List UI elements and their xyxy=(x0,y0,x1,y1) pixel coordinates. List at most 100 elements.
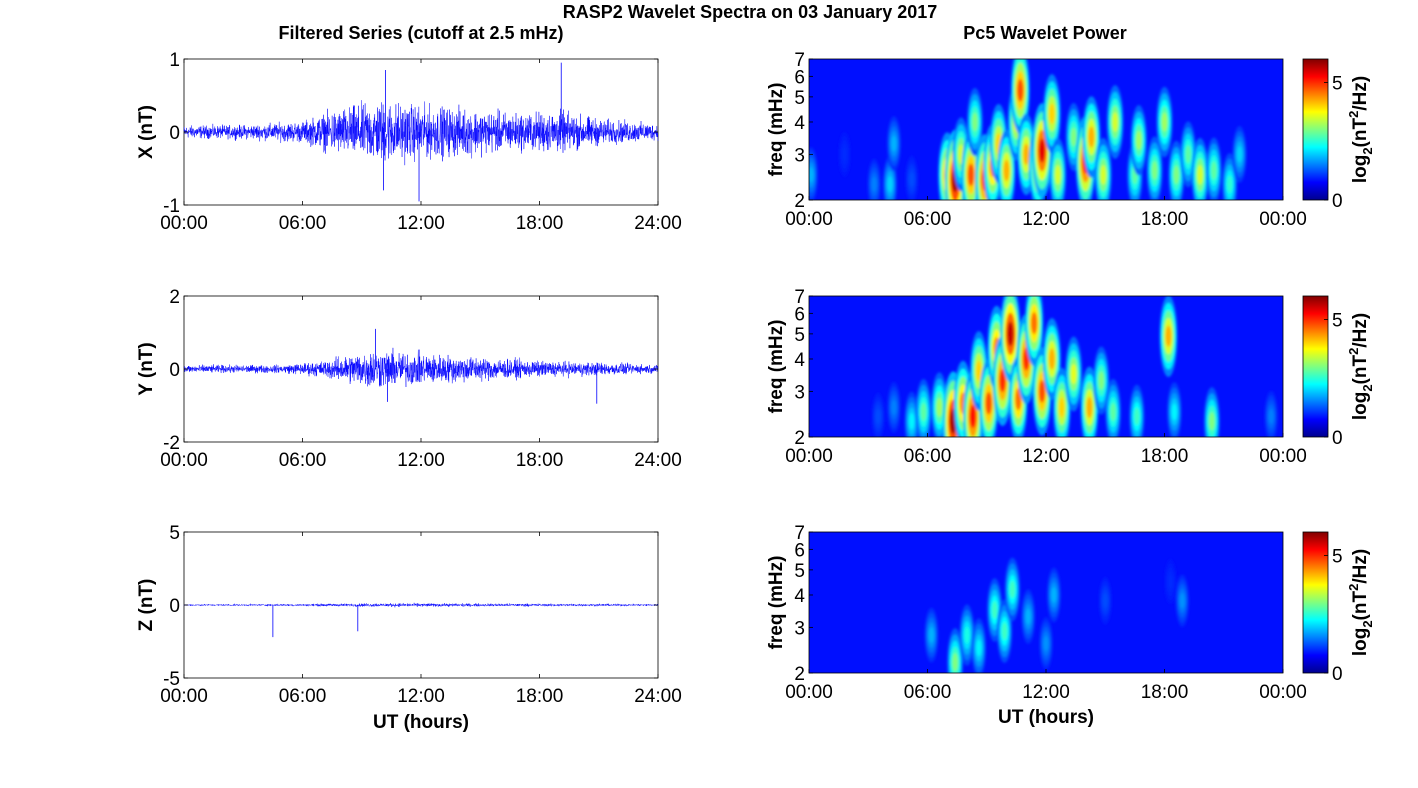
power-blob xyxy=(1054,165,1061,185)
power-blob xyxy=(1268,408,1274,424)
y-axis-label: X (nT) xyxy=(136,105,157,159)
power-blob xyxy=(809,167,814,183)
power-blob xyxy=(1211,161,1217,180)
y-tick-label: 7 xyxy=(794,523,805,544)
power-blob xyxy=(1165,325,1172,347)
x-tick-label: 12:00 xyxy=(1022,446,1070,467)
colorbar-label-part: log xyxy=(1350,392,1371,421)
power-blob xyxy=(985,391,992,415)
heatmap-cells xyxy=(809,59,1247,200)
power-blob xyxy=(875,409,881,424)
colorbar-label-part: /Hz) xyxy=(1350,313,1371,348)
figure-title: RASP2 Wavelet Spectra on 03 January 2017 xyxy=(563,2,938,22)
y-tick-label: -5 xyxy=(163,669,180,690)
y-tick-label: 2 xyxy=(794,664,805,685)
y-tick-label: -1 xyxy=(163,196,180,217)
colorbar-label: log2(nT2/Hz) xyxy=(1346,313,1375,420)
colorbar-tick-label: 0 xyxy=(1332,428,1343,449)
power-blob xyxy=(1098,371,1105,390)
x-tick-label: 18:00 xyxy=(1141,209,1189,230)
power-blob xyxy=(1086,396,1093,419)
power-blob xyxy=(1007,321,1014,347)
line-panel-3: 00:00 06:00 12:00 18:00 24:00 -5 0 5 Z (nT) UT (h… xyxy=(136,523,682,733)
power-blob xyxy=(887,176,893,193)
power-blob xyxy=(1151,161,1158,180)
y-tick-label: 6 xyxy=(794,304,805,325)
y-tick-label: 6 xyxy=(794,540,805,561)
power-blob xyxy=(1023,143,1030,165)
power-blob xyxy=(1088,126,1095,148)
power-blob xyxy=(1179,593,1185,609)
x-axis-label: UT (hours) xyxy=(373,712,469,733)
line-panel-1: 00:00 06:00 12:00 18:00 24:00 -1 0 1 X (nT) xyxy=(136,50,682,234)
x-axis-label: UT (hours) xyxy=(998,707,1094,728)
heatmap-cells xyxy=(871,296,1278,437)
line-panel-2: 00:00 06:00 12:00 18:00 24:00 -2 0 2 Y (nT) xyxy=(136,287,682,471)
power-blob xyxy=(952,653,958,672)
power-blob xyxy=(1070,364,1077,384)
power-blob xyxy=(1135,130,1142,150)
power-blob xyxy=(1009,580,1016,599)
x-tick-label: 00:00 xyxy=(1259,209,1307,230)
power-blob xyxy=(1226,175,1233,193)
y-tick-label: 5 xyxy=(794,325,805,346)
x-tick-label: 00:00 xyxy=(160,213,208,234)
power-blob xyxy=(1167,574,1173,589)
x-tick-label: 06:00 xyxy=(279,450,327,471)
colorbar-label-part: 2 xyxy=(1346,111,1361,118)
heatmap-cells xyxy=(924,557,1190,673)
x-tick-label: 00:00 xyxy=(785,209,833,230)
x-tick-label: 06:00 xyxy=(904,682,952,703)
y-tick-label: 3 xyxy=(794,618,805,639)
colorbar xyxy=(1302,58,1329,201)
power-blob xyxy=(842,147,848,162)
y-tick-label: 3 xyxy=(794,145,805,166)
left-column-title: Filtered Series (cutoff at 2.5 mHz) xyxy=(278,23,563,43)
x-tick-label: 00:00 xyxy=(785,446,833,467)
power-blob xyxy=(1134,407,1140,426)
power-blob xyxy=(1025,608,1031,625)
x-tick-label: 00:00 xyxy=(1259,446,1307,467)
power-blob xyxy=(967,163,975,187)
power-blob xyxy=(871,176,877,192)
x-tick-label: 06:00 xyxy=(904,446,952,467)
y-tick-label: 0 xyxy=(169,596,180,617)
x-tick-label: 00:00 xyxy=(785,682,833,703)
colorbar-tick-label: 0 xyxy=(1332,191,1343,212)
power-blob xyxy=(1017,79,1024,102)
y-axis-label: freq (mHz) xyxy=(766,320,787,414)
power-blob xyxy=(1070,127,1077,147)
y-tick-label: 2 xyxy=(169,287,180,308)
y-tick-label: 4 xyxy=(794,350,805,371)
x-tick-label: 06:00 xyxy=(279,213,327,234)
x-tick-label: 12:00 xyxy=(397,686,445,707)
power-blob xyxy=(1161,112,1168,132)
y-axis-label: Z (nT) xyxy=(136,579,157,632)
power-blob xyxy=(1015,388,1022,411)
x-tick-label: 24:00 xyxy=(634,213,682,234)
y-tick-label: 1 xyxy=(169,50,180,71)
colorbar-label: log2(nT2/Hz) xyxy=(1346,76,1375,183)
colorbar-label-part: 2 xyxy=(1346,348,1361,355)
y-tick-label: 5 xyxy=(169,523,180,544)
power-blob xyxy=(1110,402,1116,421)
power-blob xyxy=(1112,112,1119,132)
power-blob xyxy=(909,412,915,430)
x-tick-label: 00:00 xyxy=(160,686,208,707)
colorbar-label-part: log xyxy=(1350,628,1371,657)
y-axis-label: freq (mHz) xyxy=(766,83,787,177)
colorbar-label-part: log xyxy=(1350,155,1371,184)
power-blob xyxy=(1185,145,1191,164)
power-blob xyxy=(1058,397,1065,418)
y-tick-label: 7 xyxy=(794,287,805,308)
x-tick-label: 12:00 xyxy=(1022,209,1070,230)
x-tick-label: 06:00 xyxy=(279,686,327,707)
colorbar-label-part: (nT xyxy=(1350,118,1371,148)
power-blob xyxy=(972,112,978,132)
colorbar-label-part: (nT xyxy=(1350,355,1371,385)
colorbar-label-part: /Hz) xyxy=(1350,549,1371,584)
power-blob xyxy=(975,360,982,382)
x-tick-label: 12:00 xyxy=(1022,682,1070,703)
y-tick-label: 6 xyxy=(794,67,805,88)
